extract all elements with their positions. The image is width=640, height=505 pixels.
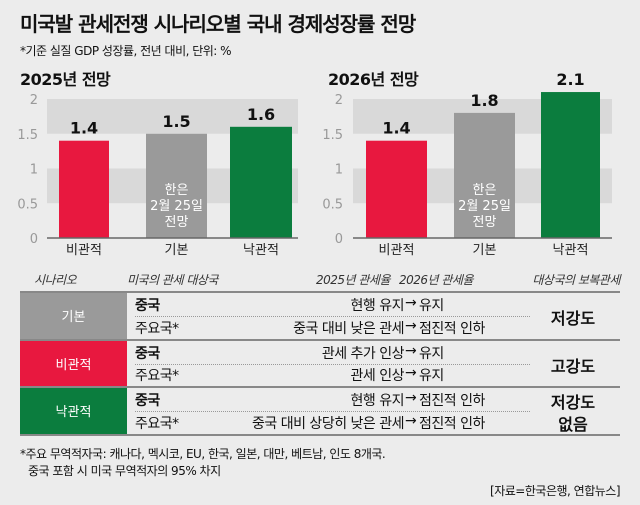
table-top-line [20, 291, 620, 293]
target-country: 중국 [135, 298, 160, 314]
table-line [20, 338, 620, 341]
tariff-2025: 관세 인상 [350, 368, 405, 384]
bar-기본 [146, 133, 207, 238]
header-2026: 2026년 관세율 [399, 273, 474, 287]
source: [자료=한국은행, 연합뉴스] [490, 484, 620, 498]
target-country: 중국 [135, 345, 160, 362]
y-tick-label: 1 [30, 163, 38, 178]
target-country: 중국 [135, 393, 160, 409]
retaliation: 저강도 [550, 393, 596, 412]
y-tick-label: 0 [30, 232, 38, 247]
tariff-2025: 중국 대비 상당히 낮은 관세 [252, 415, 404, 432]
arrow: → [405, 412, 417, 429]
tariff-2026: 점진적 인하 [419, 320, 485, 337]
tariff-2026: 유지 [419, 368, 444, 384]
y-tick-label: 0 [335, 232, 343, 247]
header-target: 미국의 관세 대상국 [127, 273, 218, 287]
bar-note: 한은 [165, 183, 189, 198]
bar-비관적 [59, 140, 109, 238]
page-title: 미국발 관세전쟁 시나리오별 국내 경제성장률 전망 [20, 12, 416, 36]
arrow: → [405, 365, 417, 381]
scenario-cell: 낙관적 [20, 388, 127, 434]
retaliation: 저강도 [550, 309, 596, 328]
y-tick-label: 1.5 [17, 128, 38, 143]
tariff-2025: 중국 대비 낮은 관세 [293, 320, 404, 337]
row-divider [135, 411, 530, 412]
bar-note: 전망 [473, 215, 497, 230]
row-divider [135, 316, 530, 317]
y-tick-label: 0.5 [322, 197, 343, 212]
header-retaliation: 대상국의 보복관세 [532, 273, 620, 287]
tariff-2026: 점진적 인하 [419, 393, 485, 409]
tariff-2026: 점진적 인하 [419, 415, 485, 432]
x-tick-label: 기본 [165, 243, 189, 258]
tariff-2026: 유지 [419, 298, 444, 314]
retaliation: 고강도 [550, 356, 596, 376]
y-tick-label: 1 [335, 163, 343, 178]
table-line [20, 433, 620, 436]
bar-비관적 [366, 140, 427, 238]
bar-note: 한은 [473, 183, 497, 198]
y-tick-label: 2 [30, 93, 38, 108]
bar-note: 2월 25일 [458, 199, 511, 214]
arrow: → [405, 295, 417, 311]
x-tick-label: 기본 [473, 243, 497, 258]
x-tick-label: 비관적 [66, 243, 102, 258]
footnote-2: 중국 포함 시 미국 무역적자의 95% 차지 [28, 464, 221, 478]
table-line [20, 386, 620, 388]
row-divider [135, 363, 530, 365]
footnote-1: *주요 무역적자국: 캐나다, 멕시코, EU, 한국, 일본, 대만, 베트남… [20, 447, 386, 461]
data-label: 1.4 [70, 119, 98, 138]
target-country: 주요국* [135, 368, 179, 384]
arrow: → [405, 390, 417, 406]
x-tick-label: 비관적 [379, 243, 415, 258]
target-country: 주요국* [135, 320, 179, 337]
data-label: 2.1 [556, 70, 584, 89]
tariff-2025: 현행 유지 [350, 393, 405, 409]
arrow: → [405, 317, 417, 334]
arrow: → [405, 342, 417, 359]
x-tick-label: 낙관적 [553, 243, 589, 258]
bar-낙관적 [230, 126, 292, 238]
y-tick-label: 2 [335, 93, 343, 108]
scenario-cell: 기본 [20, 293, 127, 339]
bar-note: 2월 25일 [150, 199, 203, 214]
y-tick-label: 1.5 [322, 128, 343, 143]
retaliation: 없음 [558, 415, 588, 434]
target-country: 주요국* [135, 415, 179, 432]
scenario-cell: 비관적 [20, 340, 127, 386]
bar-낙관적 [541, 92, 600, 238]
data-label: 1.4 [382, 119, 410, 138]
bar-기본 [454, 112, 515, 238]
tariff-2026: 유지 [419, 345, 444, 362]
header-scenario: 시나리오 [34, 273, 77, 287]
x-tick-label: 낙관적 [243, 243, 279, 258]
chart-title-2026: 2026년 전망 [328, 70, 419, 89]
header-2025: 2025년 관세율 [315, 273, 391, 287]
tariff-2025: 관세 추가 인상 [321, 345, 405, 362]
data-label: 1.5 [162, 112, 190, 131]
bar-note: 전망 [165, 215, 189, 230]
y-tick-label: 0.5 [17, 197, 38, 212]
data-label: 1.6 [247, 105, 275, 124]
subtitle: *기준 실질 GDP 성장률, 전년 대비, 단위: % [20, 44, 232, 58]
data-label: 1.8 [470, 91, 498, 110]
tariff-2025: 현행 유지 [350, 298, 405, 314]
chart-title-2025: 2025년 전망 [20, 70, 111, 89]
